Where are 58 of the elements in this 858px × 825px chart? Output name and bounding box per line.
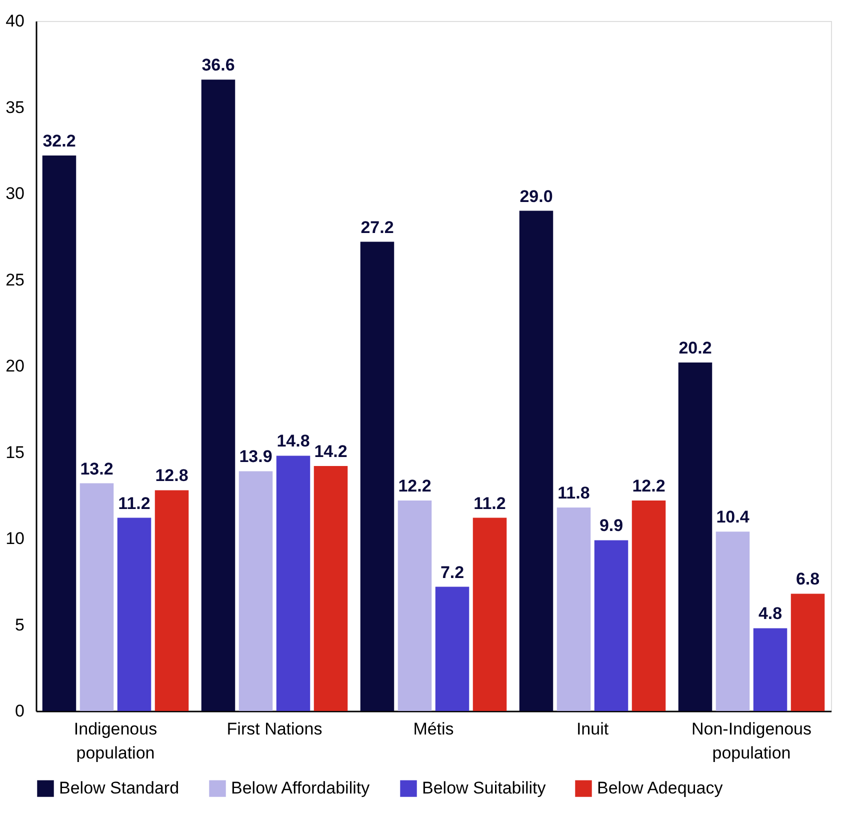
- y-tick-label: 25: [6, 270, 24, 290]
- bar: [276, 456, 310, 711]
- bar: [238, 471, 273, 711]
- data-label: 13.2: [80, 459, 114, 478]
- x-tick-label: Inuit: [576, 720, 609, 738]
- y-tick-label: 35: [6, 98, 24, 117]
- bar: [790, 594, 825, 711]
- data-label: 29.0: [520, 186, 553, 206]
- legend-label: Below Suitability: [422, 778, 546, 798]
- legend-label: Below Affordability: [231, 778, 370, 798]
- bar: [80, 483, 114, 711]
- data-label: 14.8: [276, 432, 310, 451]
- data-label: 12.8: [155, 466, 188, 486]
- data-label: 13.9: [239, 447, 272, 466]
- bar: [360, 242, 394, 711]
- data-label: 20.2: [678, 338, 712, 358]
- x-tick-label: Indigenous population: [74, 720, 158, 762]
- data-label: 32.2: [42, 132, 76, 151]
- x-tick-label: Métis: [413, 720, 454, 738]
- bar: [632, 500, 666, 711]
- bar: [201, 80, 236, 711]
- bar: [154, 490, 189, 711]
- bar: [435, 586, 470, 711]
- y-tick-label: 15: [6, 442, 24, 462]
- legend-label: Below Standard: [59, 778, 180, 798]
- data-label: 10.4: [716, 508, 750, 527]
- y-tick-label: 10: [6, 529, 24, 548]
- bar: [42, 156, 76, 711]
- data-label: 7.2: [440, 562, 464, 582]
- bar: [556, 507, 591, 711]
- bar: [519, 210, 554, 711]
- bar: [594, 540, 628, 711]
- data-label: 14.2: [314, 442, 348, 462]
- bar: [678, 362, 712, 711]
- data-label: 36.6: [202, 56, 235, 75]
- bar: [716, 532, 750, 711]
- x-tick-label: Non-Indigenous population: [691, 720, 812, 762]
- data-label: 27.2: [360, 218, 394, 237]
- data-label: 11.8: [558, 483, 590, 502]
- bar: [314, 466, 348, 711]
- data-label: 11.2: [474, 494, 506, 513]
- bar: [398, 500, 432, 711]
- data-label: 11.2: [118, 494, 150, 513]
- y-tick-label: 20: [6, 356, 24, 376]
- y-tick-label: 0: [15, 702, 24, 720]
- bar: [472, 518, 507, 711]
- y-tick-label: 5: [15, 615, 24, 634]
- x-tick-label: First Nations: [226, 720, 322, 738]
- data-label: 4.8: [758, 604, 782, 624]
- data-label: 9.9: [599, 516, 624, 536]
- bar: [753, 628, 788, 711]
- y-tick-label: 30: [6, 184, 24, 203]
- data-label: 12.2: [632, 476, 666, 496]
- y-tick-label: 40: [6, 12, 24, 30]
- data-label: 6.8: [796, 570, 820, 589]
- bar: [117, 518, 152, 711]
- legend-label: Below Adequacy: [597, 778, 724, 798]
- data-label: 12.2: [398, 476, 432, 496]
